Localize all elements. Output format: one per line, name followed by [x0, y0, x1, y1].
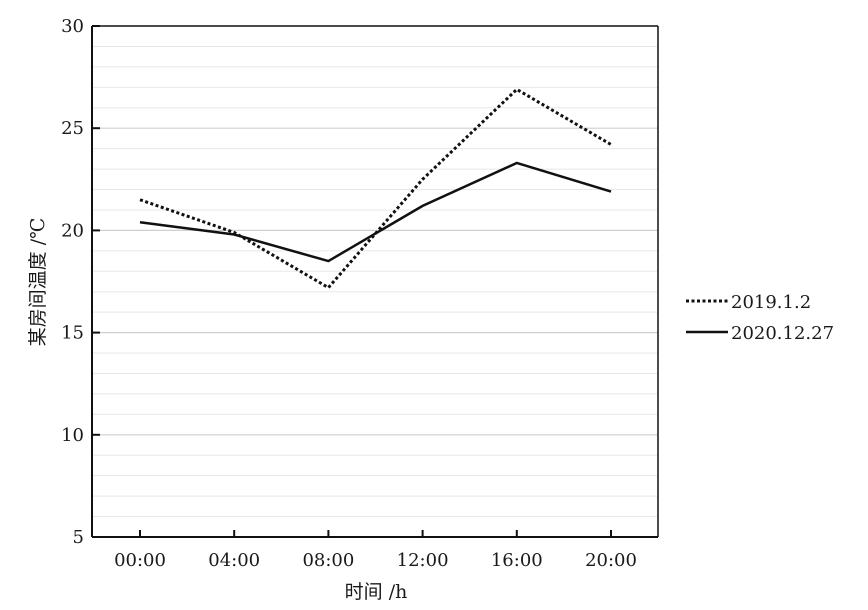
x-tick-label: 08:00	[302, 550, 354, 571]
y-tick-label: 20	[61, 220, 84, 241]
x-axis-label: 时间 /h	[345, 581, 408, 603]
y-tick-label: 10	[61, 425, 84, 446]
x-tick-label: 00:00	[114, 550, 166, 571]
series-line-2019-1-2	[139, 87, 612, 290]
x-tick-label: 16:00	[491, 550, 543, 571]
y-tick-label: 30	[61, 16, 84, 37]
y-tick-labels: 5 10 15 20 25 30	[61, 16, 84, 548]
grid-lines	[92, 45, 658, 518]
y-tick-label: 25	[61, 118, 84, 139]
legend: 2019.1.2 2020.12.27	[686, 292, 834, 344]
x-tick-label: 04:00	[208, 550, 260, 571]
series-lines	[139, 87, 612, 290]
legend-label: 2020.12.27	[731, 323, 834, 344]
series-line-2020-12-27	[139, 161, 612, 263]
legend-label: 2019.1.2	[731, 292, 811, 313]
x-tick-label: 20:00	[585, 550, 637, 571]
y-tick-label: 15	[61, 323, 84, 344]
y-tick-label: 5	[73, 527, 84, 548]
x-tick-label: 12:00	[397, 550, 449, 571]
y-axis-label: 某房间温度 /℃	[27, 218, 49, 347]
axes	[91, 25, 659, 538]
x-tick-labels: 00:00 04:00 08:00 12:00 16:00 20:00	[114, 550, 637, 571]
